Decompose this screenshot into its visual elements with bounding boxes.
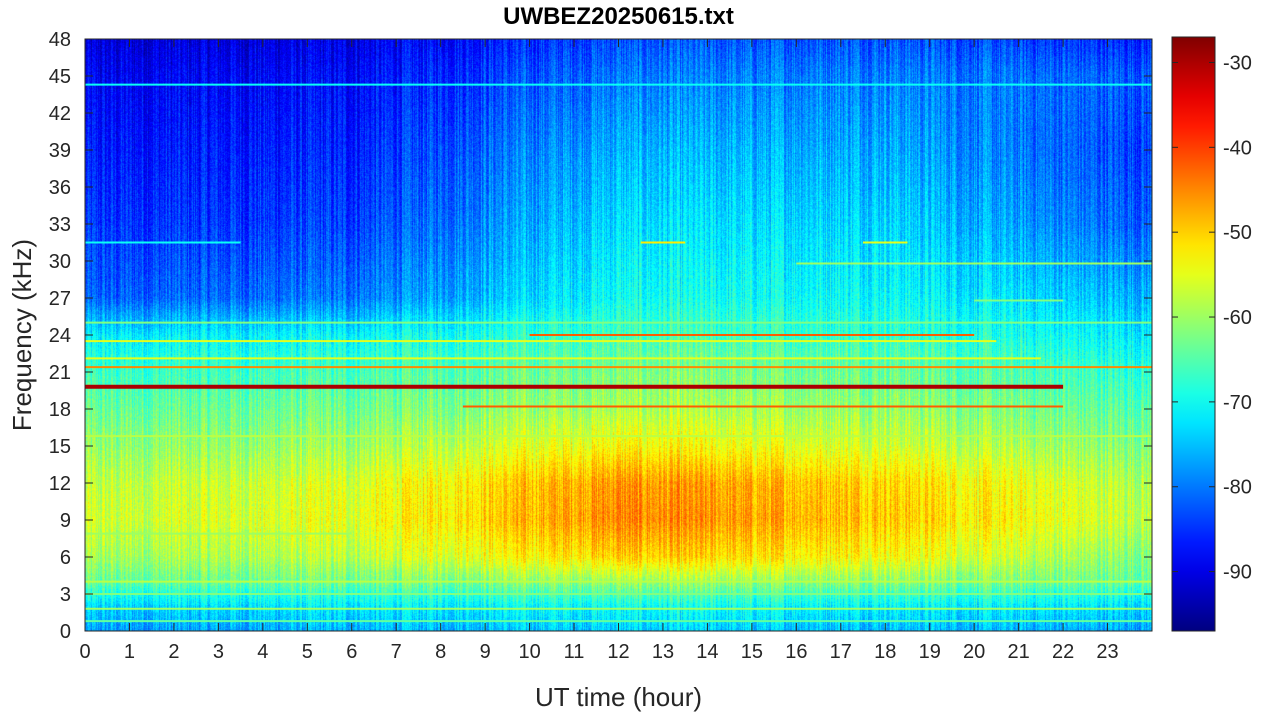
y-tick-label: 36 [49,177,71,199]
y-tick-label: 21 [49,362,71,384]
y-tick-label: 30 [49,251,71,273]
y-tick-label: 48 [49,29,71,51]
x-tick-label: 11 [564,641,585,663]
y-tick-label: 27 [49,288,71,310]
y-tick-label: 45 [49,66,71,88]
y-tick-label: 24 [49,325,71,347]
x-tick-label: 9 [480,641,491,663]
x-tick-label: 15 [741,641,763,663]
colorbar-tick-label: -60 [1223,307,1252,329]
heatmap-cells [85,39,1152,631]
x-tick-label: 3 [213,641,224,663]
y-tick-label: 9 [60,510,71,532]
y-tick-label: 39 [49,140,71,162]
x-tick-label: 10 [518,641,540,663]
y-tick-label: 15 [49,436,71,458]
y-axis-title: Frequency (kHz) [7,239,37,431]
colorbar: -90 -80 -70 -60 -50 -40 -30 [1171,36,1252,632]
y-tick-label: 3 [60,584,71,606]
colorbar-tick-label: -40 [1223,137,1252,159]
spectrogram-plot: 0 1 2 3 4 5 6 7 8 9 10 11 12 13 14 15 16 17 18 19 20 21 22 23 0… [49,29,1153,663]
y-tick-label: 12 [49,473,71,495]
x-axis-title: UT time (hour) [535,682,702,712]
colorbar-tick-label: -30 [1223,52,1252,74]
y-tick-label: 42 [49,103,71,125]
y-tick-label: 18 [49,399,71,421]
x-tick-label: 1 [124,641,135,663]
x-tick-label: 14 [696,641,718,663]
colorbar-tick-label: -80 [1223,477,1252,499]
x-tick-label: 5 [302,641,313,663]
y-tick-label: 0 [60,621,71,643]
x-tick-label: 13 [652,641,674,663]
chart-title: UWBEZ20250615.txt [503,3,734,30]
x-axis-ticks: 0 1 2 3 4 5 6 7 8 9 10 11 12 13 14 15 16 17 18 19 20 21 22 23 [79,39,1119,663]
y-tick-label: 33 [49,214,71,236]
colorbar-fill [1171,36,1216,632]
x-tick-label: 22 [1052,641,1074,663]
colorbar-tick-label: -90 [1223,562,1252,584]
x-tick-label: 23 [1096,641,1118,663]
colorbar-tick-label: -50 [1223,222,1252,244]
x-tick-label: 7 [391,641,402,663]
x-tick-label: 21 [1008,641,1030,663]
x-tick-label: 8 [435,641,446,663]
x-tick-label: 20 [963,641,985,663]
colorbar-ticks: -90 -80 -70 -60 -50 -40 -30 [1172,52,1252,584]
x-tick-label: 0 [79,641,90,663]
x-tick-label: 6 [346,641,357,663]
x-tick-label: 19 [919,641,941,663]
x-tick-label: 4 [257,641,268,663]
colorbar-tick-label: -70 [1223,392,1252,414]
x-tick-label: 12 [607,641,629,663]
x-tick-label: 18 [874,641,896,663]
x-tick-label: 17 [830,641,852,663]
x-tick-label: 16 [785,641,807,663]
y-tick-label: 6 [60,547,71,569]
x-tick-label: 2 [168,641,179,663]
